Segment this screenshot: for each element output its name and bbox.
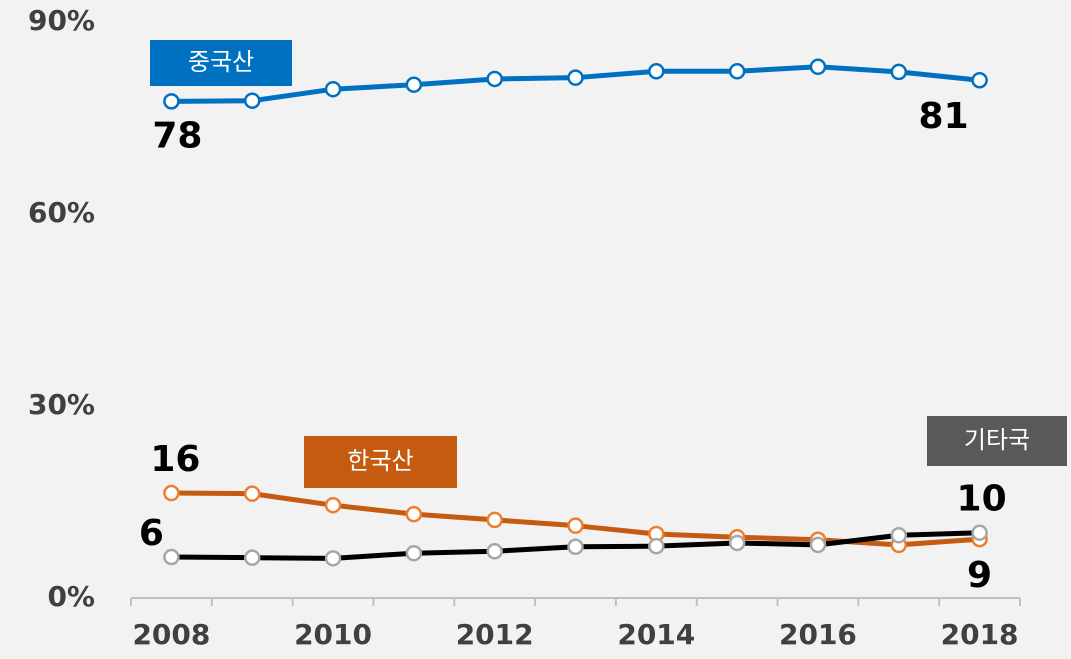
data-label: 6 [139, 513, 164, 554]
legend-label: 기타국 [964, 426, 1030, 454]
point-marker [243, 485, 261, 502]
point-marker [809, 58, 827, 76]
x-tick-label: 2012 [456, 618, 534, 651]
legend-box [927, 416, 1067, 466]
data-label: 10 [957, 479, 1007, 520]
point-marker [567, 517, 584, 534]
point-marker [324, 496, 342, 514]
point-marker [163, 484, 180, 502]
legend-box [304, 436, 457, 488]
point-marker [243, 549, 261, 566]
point-marker [163, 548, 180, 566]
x-tick-label: 2018 [941, 618, 1019, 651]
y-tick-label: 0% [47, 580, 95, 613]
y-tick-label: 30% [28, 388, 95, 421]
legend-box [150, 40, 292, 86]
point-marker [486, 543, 503, 560]
point-marker [728, 63, 746, 80]
point-marker [648, 63, 665, 80]
point-marker [567, 538, 584, 556]
point-marker [405, 76, 423, 93]
point-marker [971, 524, 988, 541]
x-tick-label: 2008 [132, 618, 210, 651]
y-tick-label: 90% [28, 4, 95, 37]
legend-label: 중국산 [188, 48, 254, 76]
point-marker [486, 511, 503, 529]
y-tick-label: 60% [28, 196, 95, 229]
point-marker [243, 92, 261, 109]
x-tick-label: 2016 [779, 618, 857, 651]
x-tick-label: 2014 [617, 618, 695, 651]
point-marker [486, 70, 503, 88]
legend-label: 한국산 [347, 447, 413, 475]
data-label: 78 [152, 115, 202, 156]
data-label: 9 [967, 555, 992, 596]
data-label: 81 [919, 96, 969, 137]
point-marker [324, 80, 342, 98]
point-marker [728, 534, 746, 552]
point-marker [648, 537, 665, 555]
point-marker [890, 527, 908, 544]
x-tick-label: 2010 [294, 618, 372, 651]
point-marker [324, 550, 342, 567]
point-marker [405, 544, 423, 562]
point-marker [405, 505, 423, 523]
point-marker [163, 93, 180, 110]
point-marker [971, 71, 988, 89]
point-marker [809, 536, 827, 554]
point-marker [890, 63, 908, 81]
point-marker [567, 69, 584, 86]
data-label: 16 [150, 439, 200, 480]
